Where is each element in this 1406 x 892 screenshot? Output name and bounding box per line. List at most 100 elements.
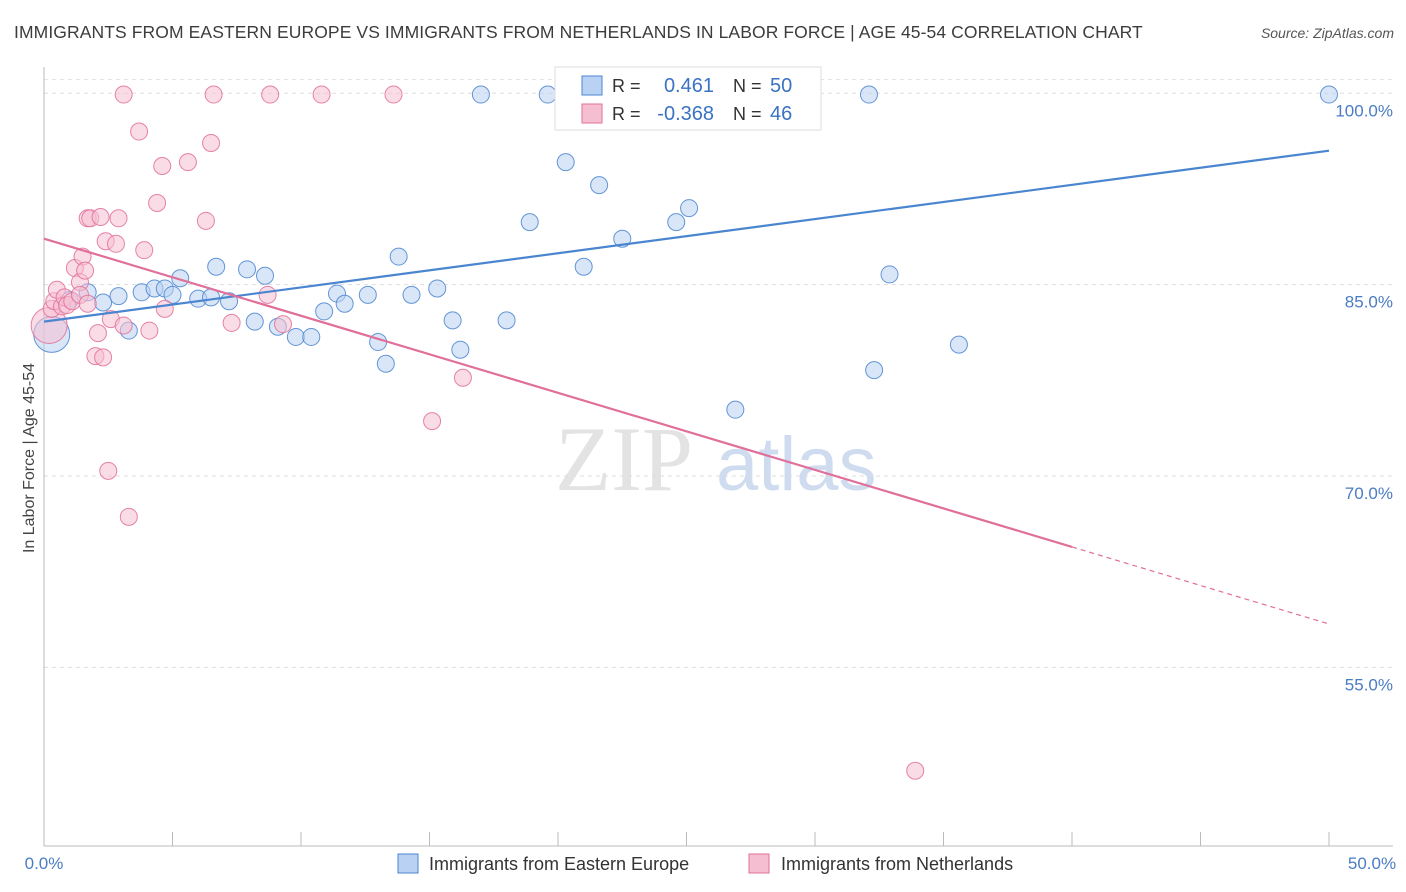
point-netherlands [384, 85, 403, 104]
point-netherlands [196, 211, 215, 230]
x-axis-ticks [43, 832, 1330, 846]
point-netherlands [114, 316, 133, 335]
x-tick-label-max: 50.0% [1348, 854, 1396, 873]
point-eastern-europe [949, 335, 968, 354]
point-eastern-europe [163, 285, 182, 304]
bottom-legend-label-blue: Immigrants from Eastern Europe [429, 854, 689, 874]
point-eastern-europe [667, 213, 686, 232]
point-eastern-europe [865, 361, 884, 380]
point-netherlands [119, 507, 138, 526]
point-eastern-europe [389, 247, 408, 266]
point-netherlands [453, 368, 472, 387]
y-axis-title: In Labor Force | Age 45-54 [21, 363, 38, 553]
point-netherlands [312, 85, 331, 104]
trend-line-netherlands [43, 237, 1073, 548]
point-netherlands [274, 315, 293, 334]
legend-swatch-pink [581, 103, 603, 124]
point-netherlands [148, 193, 167, 212]
point-netherlands [423, 412, 442, 431]
point-netherlands [109, 209, 128, 228]
y-tick-label: 100.0% [1335, 101, 1393, 120]
x-tick-label-min: 0.0% [25, 854, 64, 873]
point-netherlands [178, 153, 197, 172]
point-eastern-europe [109, 287, 128, 306]
point-eastern-europe [451, 340, 470, 359]
bottom-legend-swatch-pink [748, 853, 770, 874]
bottom-legend-swatch-blue [397, 853, 419, 874]
y-tick-labels: 100.0% 85.0% 70.0% 55.0% [1335, 101, 1393, 694]
chart-title: IMMIGRANTS FROM EASTERN EUROPE VS IMMIGR… [14, 22, 1143, 42]
point-eastern-europe [880, 265, 899, 284]
point-eastern-europe [1320, 85, 1338, 104]
point-eastern-europe [538, 85, 557, 104]
point-eastern-europe [335, 294, 354, 313]
point-eastern-europe [358, 285, 377, 304]
trend-line-eastern-europe [43, 149, 1330, 323]
source-label: Source: ZipAtlas.com [1260, 25, 1394, 41]
point-eastern-europe [238, 260, 257, 279]
correlation-legend: R = 0.461 N = 50 R = -0.368 N = 46 [554, 66, 822, 131]
point-eastern-europe [286, 327, 305, 346]
point-eastern-europe [245, 312, 264, 331]
y-tick-label: 55.0% [1345, 675, 1393, 694]
point-eastern-europe [680, 199, 699, 218]
point-netherlands [204, 85, 223, 104]
point-eastern-europe [428, 279, 447, 298]
point-netherlands [153, 156, 172, 175]
point-netherlands [106, 234, 125, 253]
point-netherlands [114, 85, 133, 104]
bottom-legend-label-pink: Immigrants from Netherlands [781, 854, 1013, 874]
legend-r-value-1: 0.461 [664, 75, 714, 97]
legend-r-label-1: R = [612, 76, 641, 96]
point-netherlands [261, 85, 280, 104]
point-eastern-europe [520, 213, 539, 232]
point-eastern-europe [497, 311, 516, 330]
legend-n-label-1: N = [733, 76, 762, 96]
trend-line-netherlands-extension [1071, 546, 1330, 625]
point-eastern-europe [207, 257, 226, 276]
point-netherlands [130, 122, 149, 141]
gridlines [44, 79, 1393, 668]
point-netherlands [202, 134, 221, 153]
point-eastern-europe [94, 293, 113, 312]
y-tick-label: 85.0% [1345, 293, 1393, 312]
point-eastern-europe [376, 354, 395, 373]
point-netherlands [78, 294, 97, 313]
y-tick-label: 70.0% [1345, 484, 1393, 503]
point-eastern-europe [256, 266, 275, 285]
point-eastern-europe [556, 153, 575, 172]
point-eastern-europe [315, 302, 334, 321]
point-eastern-europe [443, 311, 462, 330]
point-netherlands [140, 321, 159, 340]
point-netherlands [99, 461, 118, 480]
point-netherlands [91, 208, 110, 227]
point-eastern-europe [590, 176, 609, 195]
point-netherlands [906, 761, 925, 780]
trend-lines [43, 149, 1330, 625]
point-eastern-europe [574, 257, 593, 276]
data-points [30, 84, 1338, 780]
point-eastern-europe [471, 85, 490, 104]
series-legend: Immigrants from Eastern Europe Immigrant… [397, 853, 1013, 874]
legend-r-value-2: -0.368 [657, 103, 714, 125]
legend-n-label-2: N = [733, 104, 762, 124]
watermark-zip: ZIP [555, 408, 693, 510]
legend-swatch-blue [581, 75, 603, 96]
legend-n-value-2: 46 [770, 103, 792, 125]
point-netherlands [94, 348, 113, 367]
point-netherlands [135, 241, 154, 260]
point-eastern-europe [859, 85, 878, 104]
point-netherlands [222, 313, 241, 332]
point-netherlands [155, 299, 174, 318]
legend-r-label-2: R = [612, 104, 641, 124]
point-netherlands [258, 285, 277, 304]
point-eastern-europe [726, 400, 745, 419]
point-eastern-europe [613, 229, 632, 248]
point-netherlands [76, 261, 95, 280]
legend-n-value-1: 50 [770, 75, 792, 97]
point-netherlands [88, 324, 107, 343]
point-eastern-europe [402, 285, 421, 304]
point-eastern-europe [302, 327, 321, 346]
point-eastern-europe [171, 269, 190, 288]
